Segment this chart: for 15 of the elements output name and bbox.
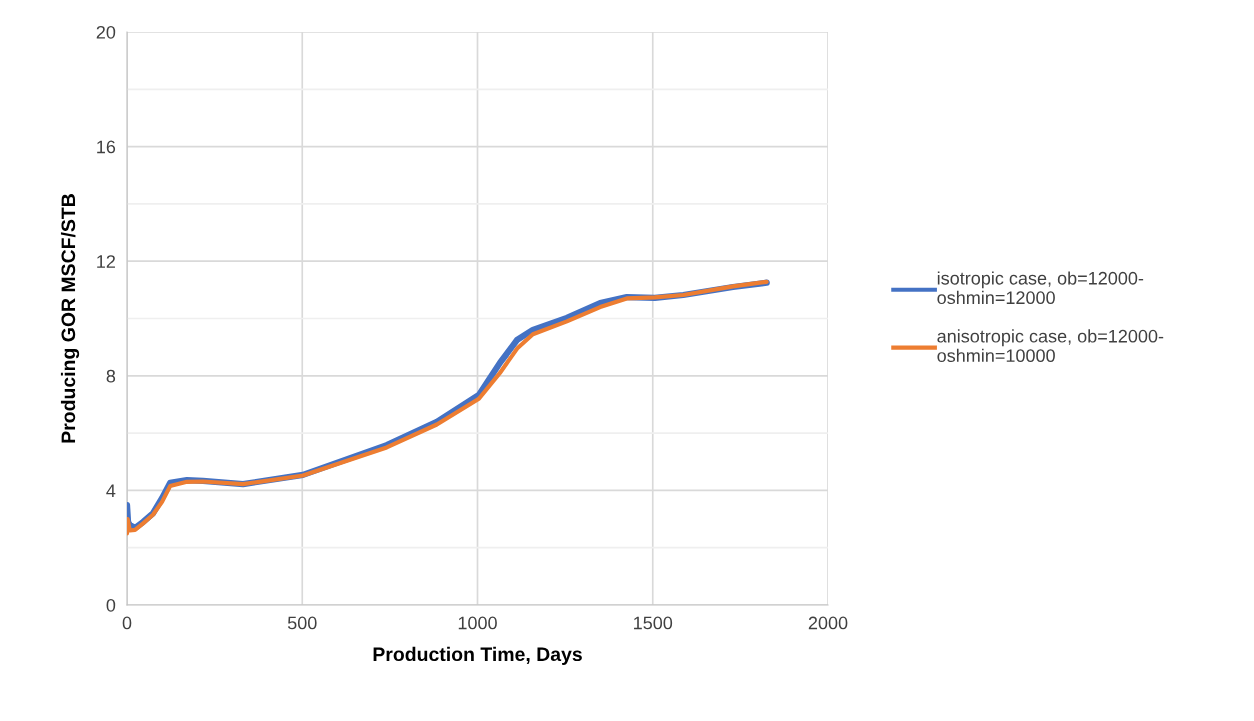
x-tick-label: 0: [122, 616, 132, 630]
y-tick-label: 20: [96, 25, 116, 39]
y-tick-label: 16: [97, 140, 116, 154]
x-tick-label: 500: [287, 616, 317, 630]
x-axis-title: Production Time, Days: [373, 646, 582, 665]
y-axis-title: Producing GOR MSCF/STB: [60, 194, 80, 443]
x-tick-label: 1500: [634, 616, 673, 630]
y-tick-label: 0: [106, 598, 116, 612]
legend-label: isotropic case, ob=12000-oshmin=12000: [937, 271, 1144, 305]
y-tick-label: 4: [106, 484, 116, 497]
legend-label: anisotropic case, ob=12000-oshmin=10000: [937, 329, 1164, 363]
x-tick-label: 2000: [808, 616, 848, 630]
y-tick-label: 12: [97, 255, 115, 268]
x-tick-label: 1000: [458, 616, 497, 630]
y-tick-label: 8: [106, 369, 116, 383]
